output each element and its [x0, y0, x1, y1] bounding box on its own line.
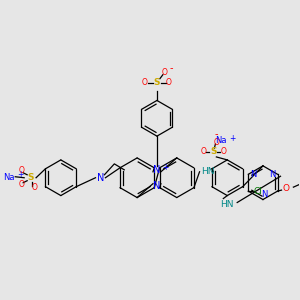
Text: O: O	[18, 180, 24, 189]
Text: O: O	[18, 166, 24, 175]
Text: O: O	[142, 78, 148, 87]
Text: HN: HN	[220, 200, 234, 209]
Text: N: N	[153, 165, 161, 175]
Text: +: +	[17, 170, 23, 179]
Text: O: O	[166, 78, 172, 87]
Text: -: -	[214, 129, 218, 139]
Text: O: O	[283, 184, 290, 193]
Text: O: O	[220, 148, 226, 157]
Text: O: O	[31, 183, 37, 192]
Text: N: N	[250, 170, 256, 179]
Text: Cl: Cl	[254, 187, 263, 196]
Text: O: O	[162, 68, 168, 77]
Text: HN: HN	[201, 167, 214, 176]
Text: O: O	[213, 138, 219, 147]
Text: -: -	[169, 63, 172, 73]
Text: S: S	[28, 173, 34, 182]
Text: Na: Na	[216, 136, 227, 145]
Text: N: N	[261, 190, 267, 199]
Text: O: O	[201, 148, 206, 157]
Text: S: S	[154, 78, 160, 87]
Text: N: N	[153, 181, 161, 191]
Text: S: S	[210, 148, 217, 157]
Text: N: N	[97, 173, 104, 183]
Text: +: +	[163, 163, 169, 172]
Text: +: +	[229, 134, 236, 142]
Text: Na: Na	[4, 173, 15, 182]
Text: N: N	[269, 170, 276, 179]
